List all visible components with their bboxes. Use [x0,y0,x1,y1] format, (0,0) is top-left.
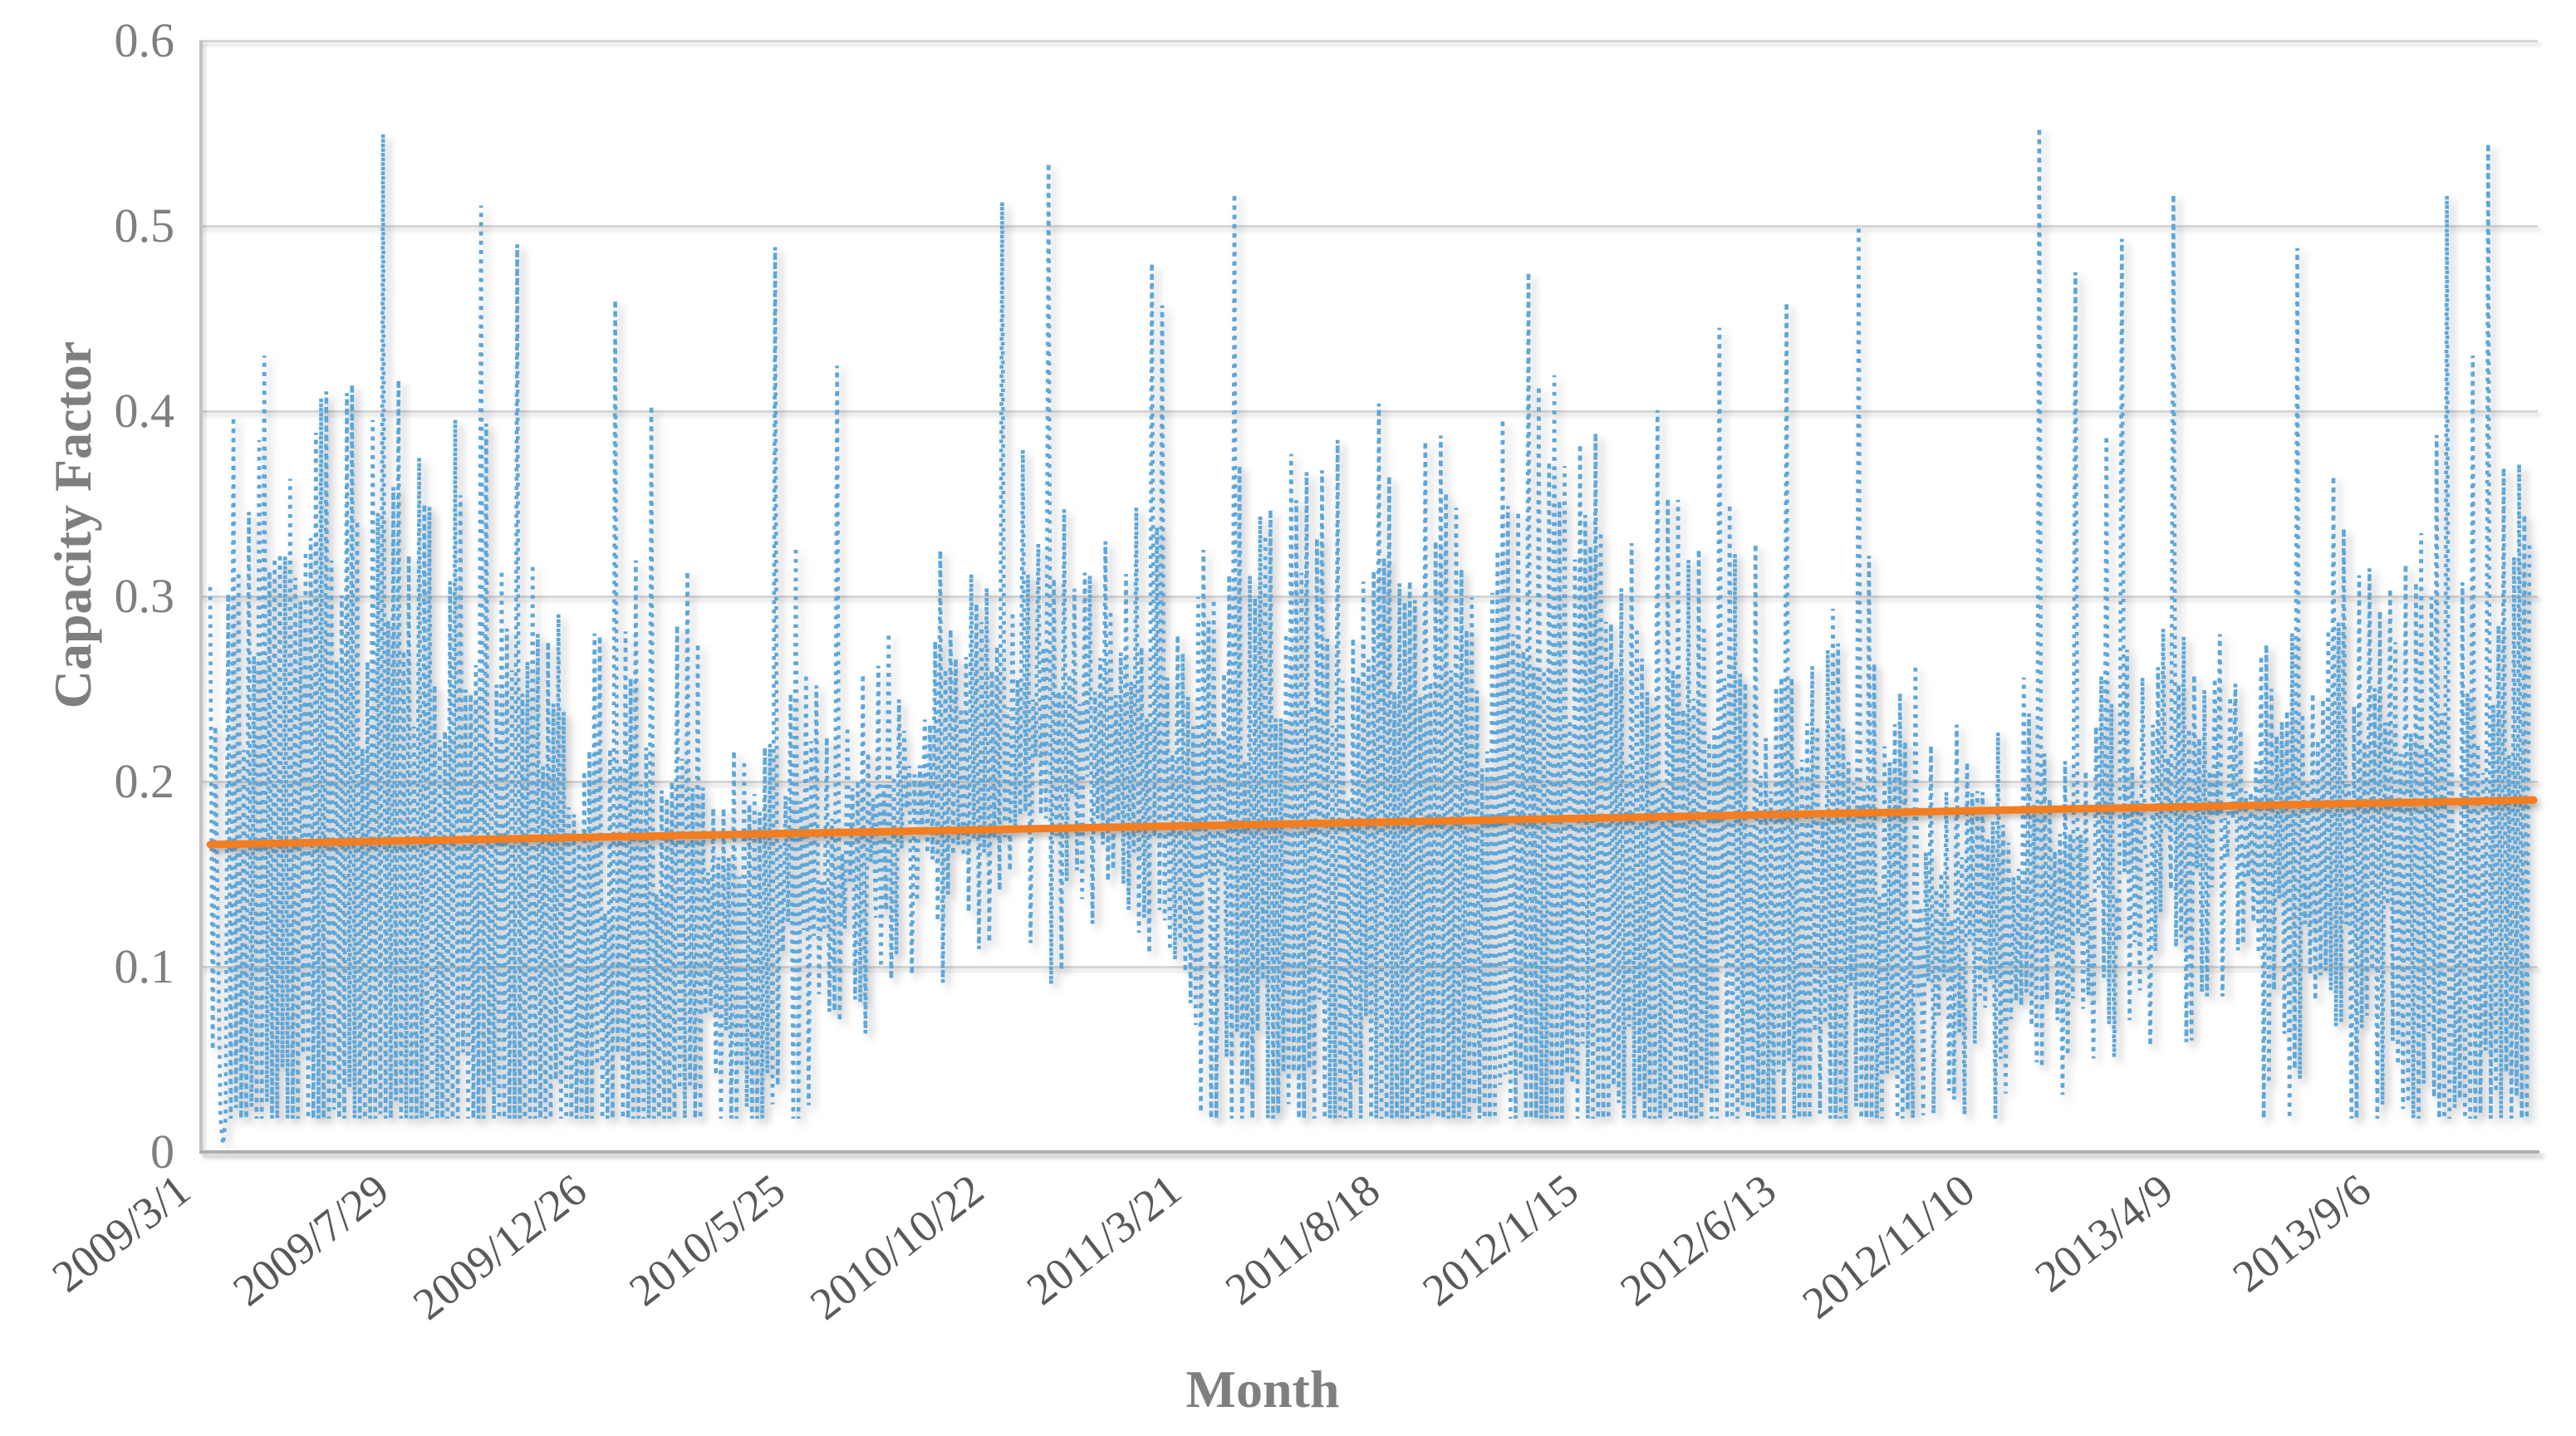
y-tick-label: 0.2 [114,754,175,808]
y-tick-label: 0.4 [114,384,175,438]
trend-line [206,796,2538,849]
y-tick-label: 0.6 [114,13,175,67]
gridline [199,595,2538,598]
y-tick-label: 0 [150,1125,174,1179]
gridline [199,410,2538,413]
y-axis-line [199,41,203,1154]
y-tick-label: 0.5 [114,198,175,252]
x-axis-line [199,1150,2539,1154]
y-tick-label: 0.3 [114,569,175,623]
capacity-factor-series [208,127,2532,1145]
x-axis-title: Month [1185,1360,1340,1419]
gridline [199,40,2538,42]
gridline [199,225,2538,228]
y-tick-label: 0.1 [114,939,175,993]
